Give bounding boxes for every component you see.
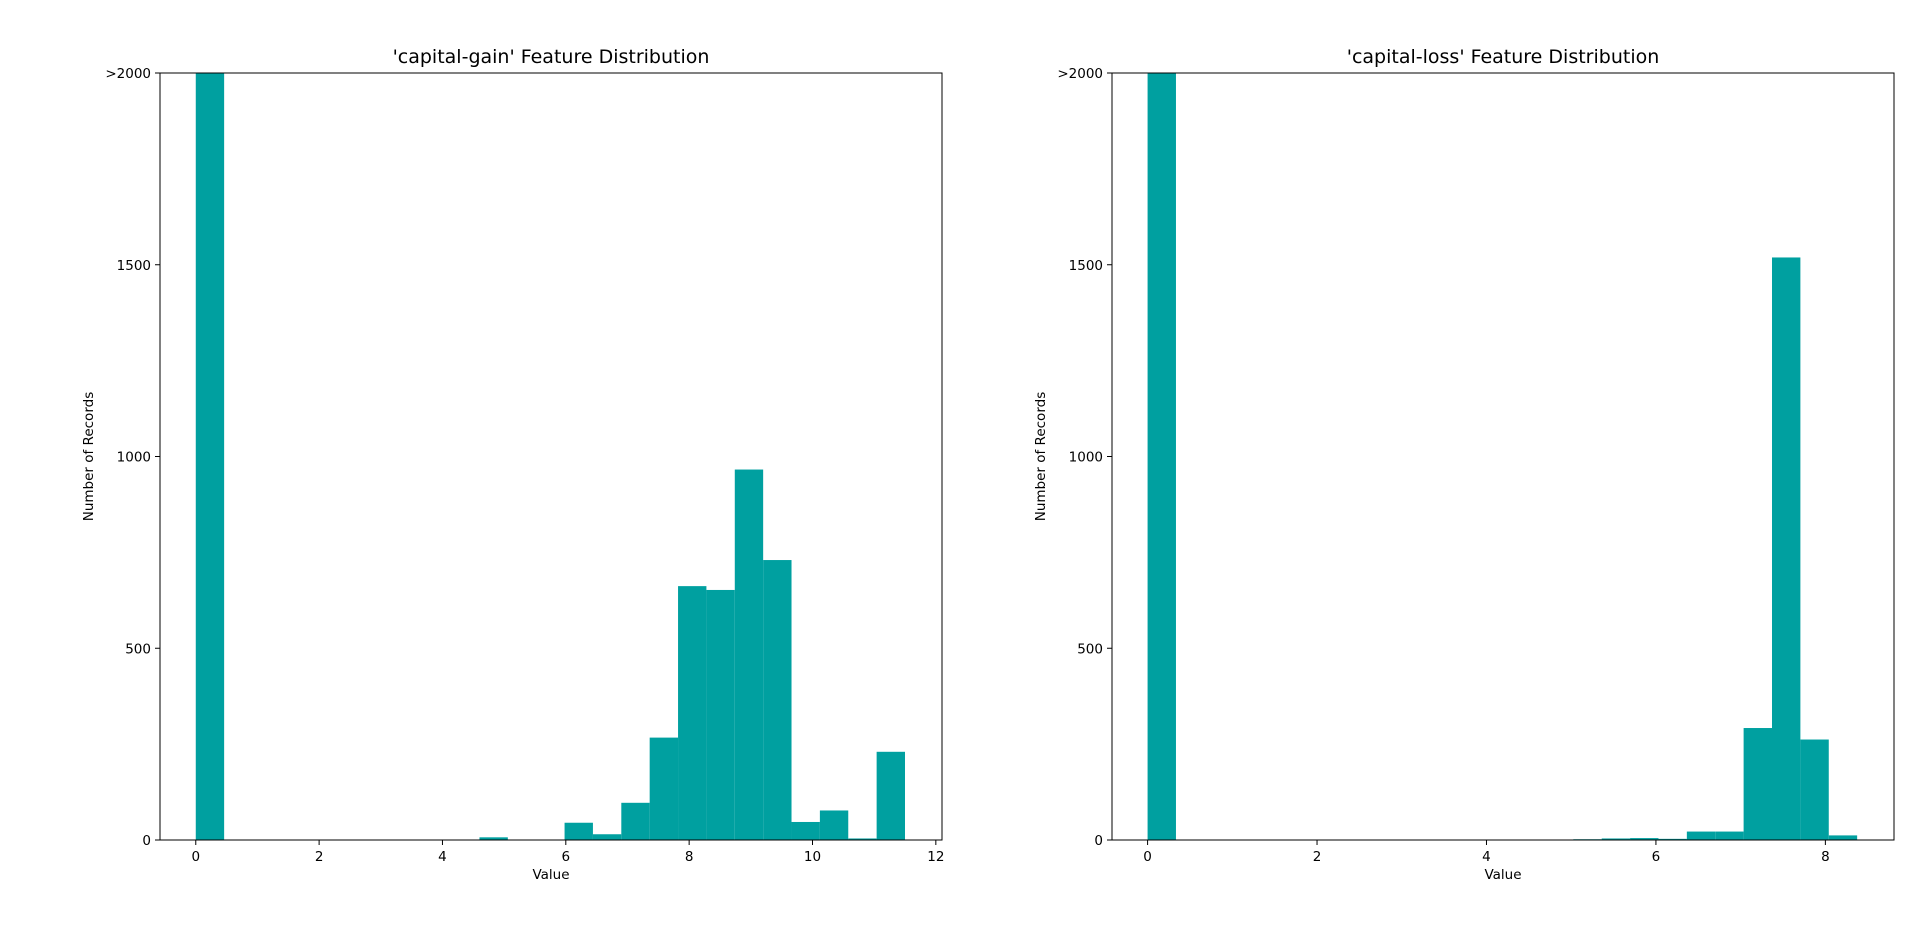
histogram-bar-19	[1686, 831, 1716, 840]
x-tick-label: 0	[1143, 849, 1152, 865]
histogram-bar-22	[1771, 257, 1801, 840]
histogram-bar-13	[564, 822, 593, 840]
x-tick-label: 12	[927, 849, 944, 865]
histogram-bar-18	[706, 589, 735, 840]
histogram-bar-16	[1601, 838, 1631, 840]
histogram-bar-22	[819, 810, 849, 840]
x-tick-label: 4	[438, 849, 447, 865]
y-axis-label: Number of Records	[1033, 392, 1049, 522]
histogram-bar-23	[1800, 739, 1829, 840]
x-tick-label: 6	[1652, 849, 1661, 865]
x-axis-label: Value	[532, 867, 569, 883]
y-axis-ticks: 0 500 1000 1500 >2000	[1057, 66, 1112, 849]
histogram-bar-10	[479, 837, 508, 840]
x-tick-label: 2	[315, 849, 324, 865]
histogram-bar-17	[1630, 838, 1659, 840]
y-tick-label: 0	[1094, 833, 1103, 849]
histogram-bar-20	[763, 560, 792, 840]
histogram-bar-24	[876, 751, 905, 840]
histogram-bar-0	[1147, 73, 1176, 840]
x-tick-label: 2	[1313, 849, 1322, 865]
y-axis-ticks: 0 500 1000 1500 >2000	[105, 66, 160, 849]
chart-title: 'capital-gain' Feature Distribution	[393, 46, 710, 68]
y-tick-label: 0	[142, 833, 151, 849]
histogram-bar-21	[791, 821, 820, 840]
x-tick-label: 6	[562, 849, 571, 865]
x-tick-label: 4	[1482, 849, 1491, 865]
histogram-bar-20	[1715, 831, 1744, 840]
y-tick-label: 500	[1077, 641, 1103, 657]
histogram-bar-0	[195, 73, 225, 840]
y-tick-label: 1000	[1069, 450, 1103, 466]
x-tick-label: 10	[804, 849, 821, 865]
y-tick-label: 1500	[117, 258, 151, 274]
x-tick-label: 0	[191, 849, 200, 865]
capital-gain-chart: 'capital-gain' Feature Distribution 0 2 4 6…	[81, 46, 944, 883]
y-tick-label: >2000	[105, 66, 151, 82]
histogram-bar-16	[649, 737, 679, 840]
histogram-bar-17	[678, 586, 707, 840]
y-tick-label: 1000	[117, 450, 151, 466]
histogram-bar-14	[592, 834, 622, 840]
x-axis-label: Value	[1484, 867, 1521, 883]
y-tick-label: >2000	[1057, 66, 1103, 82]
capital-loss-chart: 'capital-loss' Feature Distribution 0 2 4 6…	[1033, 46, 1895, 883]
histogram-bar-19	[734, 469, 764, 840]
x-tick-label: 8	[685, 849, 694, 865]
x-axis-ticks: 0 2 4 6 8	[1143, 840, 1830, 865]
histogram-bar-24	[1828, 835, 1858, 840]
histogram-bar-23	[848, 838, 877, 840]
axes-frame	[159, 72, 943, 841]
x-axis-ticks: 0 2 4 6 8 10 12	[191, 840, 944, 865]
y-tick-label: 500	[125, 641, 151, 657]
histogram-bar-15	[621, 802, 650, 840]
histogram-bar-18	[1658, 838, 1687, 840]
histogram-bar-21	[1743, 728, 1772, 840]
y-tick-label: 1500	[1069, 258, 1103, 274]
y-axis-label: Number of Records	[81, 392, 97, 522]
chart-title: 'capital-loss' Feature Distribution	[1347, 46, 1660, 68]
bars-group	[1147, 73, 1858, 840]
bars-group	[195, 73, 905, 840]
x-tick-label: 8	[1821, 849, 1830, 865]
